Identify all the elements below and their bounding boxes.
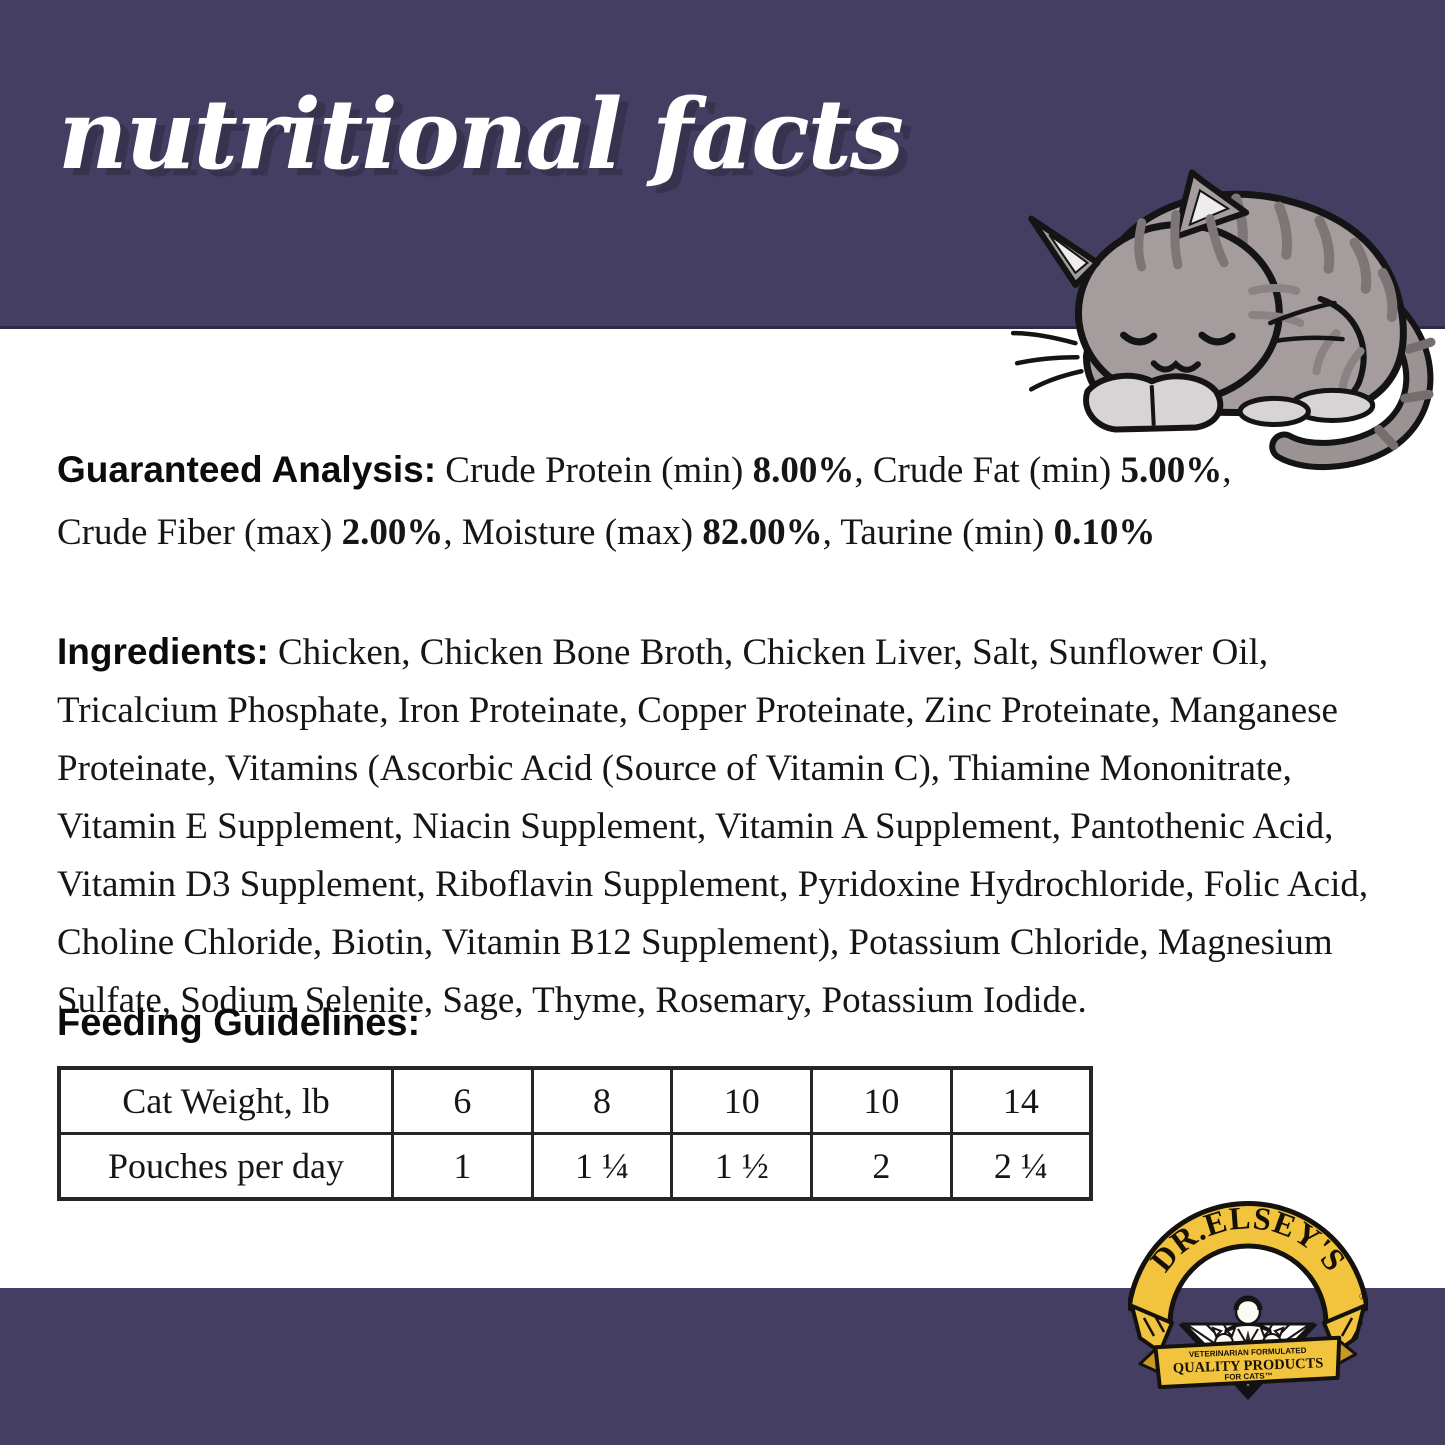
guaranteed-analysis: Guaranteed Analysis: Crude Protein (min)…: [57, 439, 1292, 564]
ingredients-label: Ingredients:: [57, 631, 269, 672]
feeding-guidelines-title: Feeding Guidelines:: [57, 1002, 421, 1044]
ingredients-text: Chicken, Chicken Bone Broth, Chicken Liv…: [57, 632, 1369, 1021]
value-cell: 10: [810, 1066, 953, 1135]
row-label-cell: Cat Weight, lb: [57, 1066, 394, 1135]
value-cell: 1: [391, 1132, 534, 1201]
registered-mark: ®: [1359, 1291, 1367, 1303]
value-cell: 1 ¼: [530, 1132, 674, 1201]
value-cell: 10: [670, 1066, 814, 1135]
value-cell: 2: [810, 1132, 953, 1201]
value-cell: 6: [391, 1066, 534, 1135]
guaranteed-analysis-label: Guaranteed Analysis:: [57, 449, 437, 490]
value-cell: 1 ½: [670, 1132, 814, 1201]
sleeping-cat-svg: [1010, 169, 1436, 471]
feeding-guidelines-table: Cat Weight, lb 6 8 10 10 14 Pouches per day 1 1 …: [57, 1066, 1093, 1201]
sleeping-cat-icon: [983, 150, 1445, 472]
tagline-main: QUALITY PRODUCTS: [1173, 1355, 1324, 1376]
tagline-sub: FOR CATS™: [1224, 1371, 1273, 1382]
guaranteed-analysis-text: Crude Protein (min) 8.00%, Crude Fat (mi…: [57, 450, 1232, 553]
tagline-small: VETERINARIAN FORMULATED: [1189, 1346, 1307, 1359]
ingredients: Ingredients: Chicken, Chicken Bone Broth…: [57, 623, 1402, 1030]
value-cell: 2 ¼: [949, 1132, 1093, 1201]
page-title: nutritional facts: [58, 78, 904, 191]
value-cell: 14: [949, 1066, 1093, 1135]
brand-logo: DR.ELSEY'S ® VETERINARIAN FORMULATED QUA…: [1126, 1198, 1370, 1404]
value-cell: 8: [530, 1066, 674, 1135]
dr-elseys-crest-icon: DR.ELSEY'S ® VETERINARIAN FORMULATED QUA…: [1126, 1199, 1370, 1400]
table-row: Cat Weight, lb 6 8 10 10 14: [57, 1066, 1093, 1135]
row-label-cell: Pouches per day: [57, 1132, 394, 1201]
